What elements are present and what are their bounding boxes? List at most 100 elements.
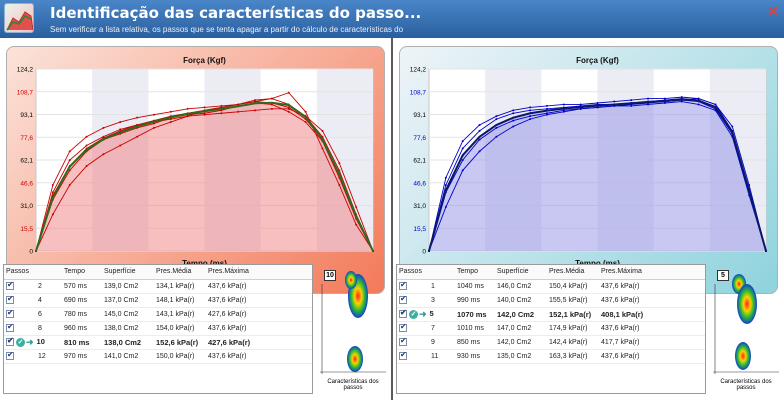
step-number: 6 [38, 310, 42, 318]
series-point [186, 115, 189, 118]
step-cell: 4 [4, 293, 62, 308]
series-point [119, 144, 122, 147]
cell-superficie: 145,0 Cm2 [102, 307, 154, 322]
y-tick-label: 93,1 [20, 112, 33, 119]
window-subtitle: Sem verificar a lista relativa, os passo… [50, 25, 404, 34]
col-header-superficie[interactable]: Superfície [495, 265, 547, 280]
step-cell: 9 [397, 335, 455, 350]
left-foot-pane: 124,2 108,7 93,1 77,6 62,1 46,6 31,0 15,5 0 Força… [0, 38, 391, 400]
series-point [136, 116, 139, 119]
series-point [512, 125, 515, 128]
current-step-arrow-icon: ➜ [26, 336, 34, 347]
y-tick-label: 46,6 [413, 180, 426, 187]
series-point [203, 112, 206, 115]
step-number: 1 [431, 282, 435, 290]
cell-pres-maxima: 437,6 kPa(r) [206, 349, 312, 364]
series-point [579, 103, 582, 106]
right-foot-pressure-map: 5 Características dos passos [711, 264, 781, 394]
col-header-superficie[interactable]: Superfície [102, 265, 154, 280]
step-checkbox[interactable] [6, 308, 14, 318]
cell-pres-media: 142,4 kPa(r) [547, 335, 599, 350]
step-checkbox[interactable] [399, 308, 407, 318]
series-point [338, 162, 341, 165]
cell-pres-maxima: 437,6 kPa(r) [206, 279, 312, 294]
cell-tempo: 960 ms [62, 321, 102, 336]
step-checkbox[interactable] [399, 280, 407, 290]
col-header-pres-media[interactable]: Pres.Média [547, 265, 599, 280]
foot-caption: Características dos passos [327, 379, 379, 391]
series-point [119, 121, 122, 124]
series-point [304, 121, 307, 124]
app-chart-icon [4, 3, 34, 33]
series-point [545, 104, 548, 107]
series-point [102, 153, 105, 156]
cell-superficie: 147,0 Cm2 [495, 321, 547, 336]
series-point [512, 109, 515, 112]
cell-superficie: 140,0 Cm2 [495, 293, 547, 308]
grid-header-row: Passos Tempo Superfície Pres.Média Pres.… [4, 265, 312, 280]
step-number: 7 [431, 324, 435, 332]
col-header-pres-maxima[interactable]: Pres.Máxima [599, 265, 705, 280]
y-tick-label: 93,1 [413, 112, 426, 119]
series-point [529, 115, 532, 118]
step-checkbox[interactable] [399, 350, 407, 360]
close-icon[interactable]: ✕ [767, 3, 779, 19]
cell-pres-maxima: 437,6 kPa(r) [206, 321, 312, 336]
cell-tempo: 970 ms [62, 349, 102, 364]
chart-title: Força (Kgf) [183, 56, 226, 65]
average-area [429, 99, 766, 251]
series-point [119, 128, 122, 131]
series-point [495, 115, 498, 118]
step-cell: ✓➜5 [397, 307, 455, 322]
cell-superficie: 146,0 Cm2 [495, 279, 547, 294]
step-checkbox[interactable] [6, 350, 14, 360]
pane-divider[interactable] [391, 38, 393, 400]
col-header-passos[interactable]: Passos [4, 265, 62, 280]
col-header-passos[interactable]: Passos [397, 265, 455, 280]
series-point [254, 109, 257, 112]
step-number: 4 [38, 296, 42, 304]
cell-superficie: 138,0 Cm2 [102, 335, 154, 350]
series-point [461, 169, 464, 172]
col-header-tempo[interactable]: Tempo [62, 265, 102, 280]
step-checkbox[interactable] [6, 280, 14, 290]
step-checkbox[interactable] [399, 294, 407, 304]
step-checkbox[interactable] [6, 336, 14, 346]
y-tick-label: 77,6 [413, 135, 426, 142]
cell-pres-maxima: 427,6 kPa(r) [206, 307, 312, 322]
chart-title: Força (Kgf) [576, 56, 619, 65]
cell-pres-maxima: 437,6 kPa(r) [599, 293, 705, 308]
col-header-tempo[interactable]: Tempo [455, 265, 495, 280]
series-point [545, 112, 548, 115]
series-point [529, 109, 532, 112]
cell-pres-maxima: 427,6 kPa(r) [206, 335, 312, 350]
cell-superficie: 142,0 Cm2 [495, 307, 547, 322]
series-point [304, 110, 307, 113]
y-tick-label: 46,6 [20, 180, 33, 187]
series-point [169, 121, 172, 124]
y-tick-label: 31,0 [413, 203, 426, 210]
step-checkbox[interactable] [399, 322, 407, 332]
step-checkbox[interactable] [6, 322, 14, 332]
series-point [545, 107, 548, 110]
series-point [697, 103, 700, 106]
col-header-pres-maxima[interactable]: Pres.Máxima [206, 265, 312, 280]
cell-pres-media: 134,1 kPa(r) [154, 279, 206, 294]
right-foot-pane: 124,2 108,7 93,1 77,6 62,1 46,6 31,0 15,5 0 Força… [393, 38, 784, 400]
col-header-pres-media[interactable]: Pres.Média [154, 265, 206, 280]
step-checkbox[interactable] [6, 294, 14, 304]
step-checkbox[interactable] [399, 336, 407, 346]
cell-pres-media: 152,1 kPa(r) [547, 307, 599, 322]
